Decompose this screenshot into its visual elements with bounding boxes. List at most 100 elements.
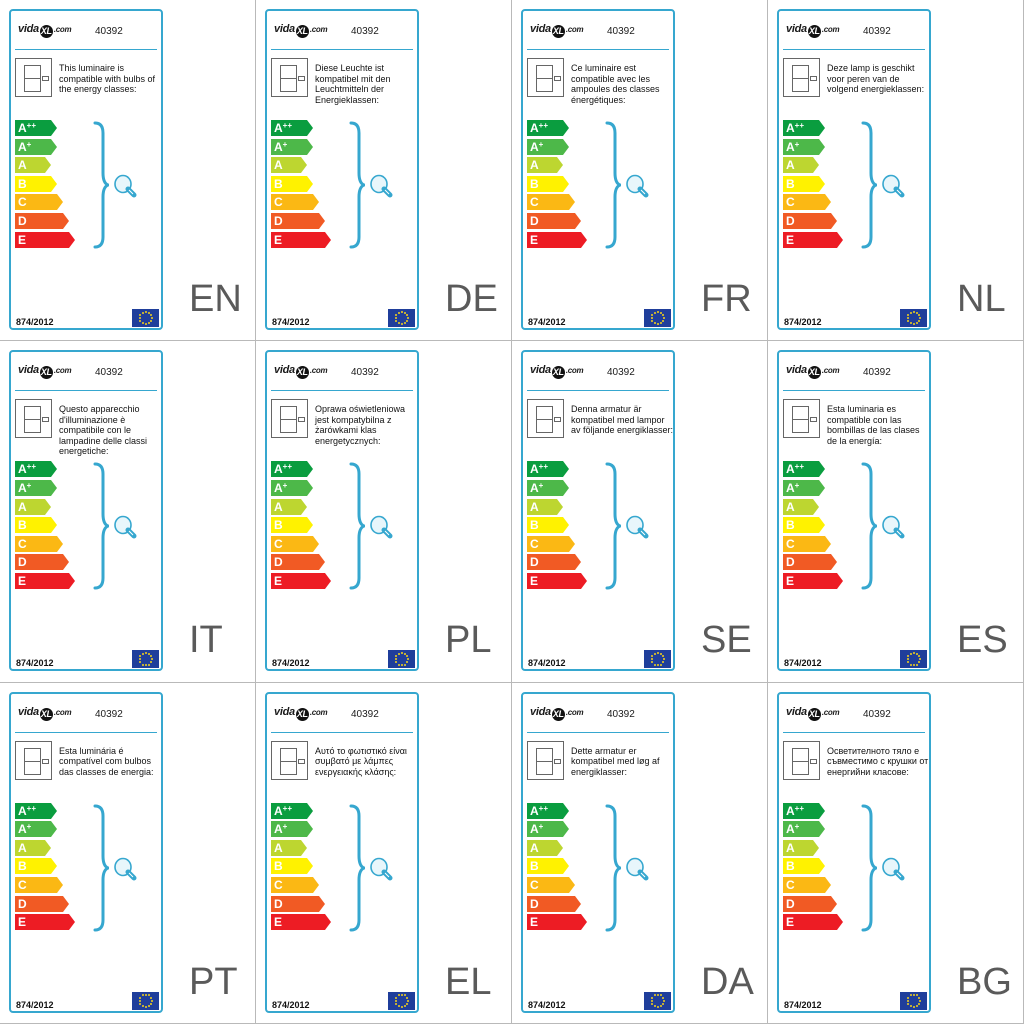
energy-class-a: A: [527, 839, 567, 856]
energy-class-aplus: A+: [783, 138, 829, 155]
luminaire-icon: [15, 399, 52, 439]
energy-class-d: D: [271, 212, 329, 229]
energy-label-card: vida XL .com 40392 Ce luminaire est compat…: [521, 9, 675, 330]
energy-class-aplusplus: A++: [271, 461, 317, 478]
regulation-number: 874/2012: [16, 999, 54, 1010]
energy-class-aplus: A+: [271, 138, 317, 155]
energy-class-aplus: A+: [271, 821, 317, 838]
eu-flag-icon: [388, 991, 415, 1010]
brace-icon: [605, 121, 621, 249]
light-bulb-icon: [626, 516, 649, 539]
energy-label-card: vida XL .com 40392 Dette armatur er kompat…: [521, 691, 675, 1013]
energy-class-e: E: [15, 231, 79, 248]
energy-class-aplus: A+: [271, 479, 317, 496]
brace-icon: [93, 121, 109, 249]
compatibility-text: Questo apparecchio d'illuminazione è com…: [59, 404, 148, 457]
eu-flag-icon: [644, 991, 671, 1010]
energy-class-a: A: [271, 498, 311, 515]
luminaire-icon: [15, 58, 52, 97]
energy-class-c: C: [783, 194, 835, 211]
energy-label-panel-da: vida XL .com 40392 Dette armatur er kompat…: [512, 682, 768, 1024]
energy-class-scale: A++ A+ A B C D E: [783, 802, 847, 933]
energy-class-scale: A++ A+ A B C D E: [271, 120, 335, 250]
energy-class-b: B: [15, 175, 61, 192]
energy-class-e: E: [783, 231, 847, 248]
language-code: SE: [701, 619, 752, 662]
energy-class-d: D: [271, 554, 329, 571]
product-code: 40392: [863, 26, 891, 37]
luminaire-icon: [15, 740, 52, 780]
energy-label-card: vida XL .com 40392 This luminaire is compa…: [9, 9, 163, 330]
vidaxl-logo: vida XL .com: [18, 364, 72, 380]
energy-class-a: A: [271, 157, 311, 174]
compatibility-text: Ce luminaire est compatible avec les amp…: [571, 63, 660, 105]
compatibility-text: Осветителното тяло е съвместимо с крушки…: [827, 745, 929, 777]
eu-flag-icon: [900, 991, 927, 1010]
energy-class-d: D: [271, 895, 329, 912]
energy-class-aplus: A+: [783, 479, 829, 496]
energy-class-scale: A++ A+ A B C D E: [271, 802, 335, 933]
language-code: EN: [189, 278, 242, 320]
energy-label-panel-it: vida XL .com 40392 Questo apparecchio d'il…: [0, 341, 256, 683]
light-bulb-icon: [370, 516, 393, 539]
regulation-number: 874/2012: [784, 658, 822, 669]
luminaire-icon: [527, 58, 564, 97]
vidaxl-logo: vida XL .com: [274, 364, 328, 380]
light-bulb-icon: [626, 857, 649, 881]
energy-class-aplusplus: A++: [783, 802, 829, 819]
energy-label-panel-pt: vida XL .com 40392 Esta luminária é compat…: [0, 682, 256, 1024]
energy-class-scale: A++ A+ A B C D E: [15, 120, 79, 250]
energy-class-b: B: [783, 858, 829, 875]
compatibility-text: This luminaire is compatible with bulbs …: [59, 63, 156, 94]
energy-class-b: B: [15, 858, 61, 875]
energy-class-aplusplus: A++: [527, 461, 573, 478]
language-code: BG: [957, 960, 1012, 1003]
header-divider: [783, 731, 925, 733]
energy-class-aplusplus: A++: [527, 120, 573, 136]
energy-class-d: D: [527, 212, 585, 229]
energy-label-card: vida XL .com 40392 Esta luminária é compat…: [9, 691, 163, 1013]
energy-label-panel-bg: vida XL .com 40392 Осветителното тяло е съ…: [768, 682, 1024, 1024]
energy-class-e: E: [783, 572, 847, 589]
energy-class-aplus: A+: [15, 821, 61, 838]
eu-flag-icon: [644, 650, 671, 669]
eu-flag-icon: [132, 650, 159, 669]
energy-class-a: A: [783, 157, 823, 174]
energy-class-b: B: [527, 858, 573, 875]
vidaxl-logo: vida XL .com: [530, 705, 584, 721]
language-code: NL: [957, 278, 1006, 320]
energy-class-aplusplus: A++: [15, 802, 61, 819]
energy-class-aplus: A+: [15, 479, 61, 496]
language-code: PT: [189, 960, 238, 1003]
light-bulb-icon: [370, 857, 393, 881]
energy-class-d: D: [15, 895, 73, 912]
language-code: PL: [445, 619, 492, 662]
energy-class-c: C: [271, 877, 323, 894]
vidaxl-logo: vida XL .com: [530, 364, 584, 380]
product-code: 40392: [607, 708, 635, 720]
product-code: 40392: [95, 26, 123, 37]
regulation-number: 874/2012: [16, 658, 54, 669]
vidaxl-logo: vida XL .com: [274, 705, 328, 721]
product-code: 40392: [95, 708, 123, 720]
product-code: 40392: [607, 367, 635, 379]
luminaire-icon: [783, 740, 820, 780]
energy-label-panel-pl: vida XL .com 40392 Oprawa oświetleniowa je…: [256, 341, 512, 683]
energy-class-e: E: [271, 572, 335, 589]
regulation-number: 874/2012: [16, 317, 54, 327]
compatibility-text: Esta luminária é compatível com bulbos d…: [59, 745, 154, 777]
vidaxl-logo: vida XL .com: [786, 705, 840, 721]
vidaxl-logo: vida XL .com: [786, 23, 840, 38]
energy-class-a: A: [527, 157, 567, 174]
energy-label-panel-se: vida XL .com 40392 Denna armatur är kompat…: [512, 341, 768, 683]
product-code: 40392: [351, 26, 379, 37]
energy-class-aplus: A+: [783, 821, 829, 838]
energy-class-aplusplus: A++: [15, 461, 61, 478]
energy-label-card: vida XL .com 40392 Esta luminaria es compa…: [777, 350, 931, 672]
energy-class-d: D: [527, 554, 585, 571]
compatibility-text: Αυτό το φωτιστικό είναι συμβατό με λάμπε…: [315, 745, 407, 777]
energy-class-d: D: [15, 554, 73, 571]
energy-class-c: C: [783, 877, 835, 894]
language-code: EL: [445, 960, 492, 1003]
